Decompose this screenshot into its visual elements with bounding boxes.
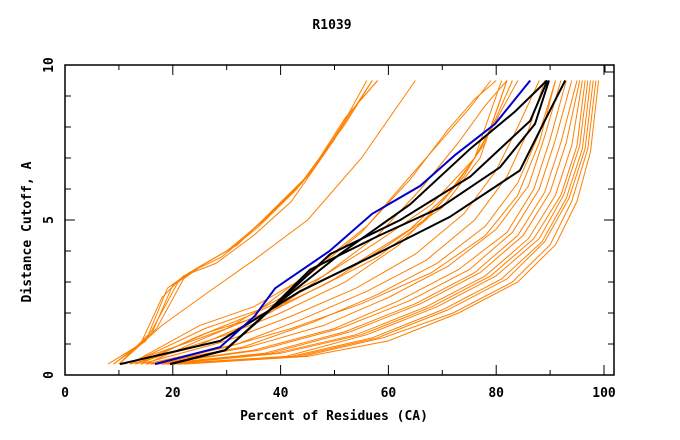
series-line-orange-22 bbox=[172, 80, 591, 365]
series-layer bbox=[107, 79, 600, 366]
y-tick-labels: 0 5 10 bbox=[42, 57, 57, 379]
series-line-orange-2 bbox=[113, 80, 373, 365]
series-line-orange-21 bbox=[167, 80, 589, 365]
series-line-orange-14 bbox=[151, 80, 562, 365]
x-tick-label: 40 bbox=[273, 386, 289, 401]
series-line-orange-5 bbox=[118, 80, 378, 365]
series-line-orange-11 bbox=[140, 80, 540, 365]
series-line-orange-12 bbox=[145, 80, 546, 365]
series-line-orange-16 bbox=[156, 80, 573, 365]
y-tick-label: 10 bbox=[42, 57, 57, 73]
series-line-orange-29 bbox=[129, 80, 508, 365]
corner-box bbox=[604, 64, 615, 73]
chart-title: R1039 bbox=[312, 18, 351, 33]
x-tick-label: 60 bbox=[381, 386, 397, 401]
series-line-orange-19 bbox=[161, 80, 583, 365]
series-line-orange-23 bbox=[172, 80, 594, 365]
series-line-orange-7 bbox=[129, 80, 492, 365]
y-tick-label: 5 bbox=[42, 216, 57, 224]
series-line-orange-20 bbox=[167, 80, 586, 365]
series-line-orange-13 bbox=[145, 80, 556, 365]
plot-frame bbox=[64, 64, 615, 376]
series-line-orange-26 bbox=[140, 80, 508, 365]
series-line-orange-30 bbox=[151, 80, 556, 365]
series-line-orange-18 bbox=[161, 80, 581, 365]
x-tick-label: 100 bbox=[592, 386, 616, 401]
series-line-orange-17 bbox=[156, 80, 578, 365]
series-line-orange-24 bbox=[178, 80, 597, 365]
series-line-orange-9 bbox=[134, 80, 508, 365]
series-line-black-model-4 bbox=[169, 79, 548, 366]
series-line-orange-15 bbox=[151, 80, 567, 365]
series-line-orange-1 bbox=[107, 80, 368, 365]
series-line-orange-6 bbox=[118, 80, 416, 365]
x-axis-label: Percent of Residues (CA) bbox=[240, 409, 428, 424]
x-tick-label: 20 bbox=[165, 386, 181, 401]
x-tick-label: 0 bbox=[61, 386, 69, 401]
series-line-orange-25 bbox=[183, 80, 600, 365]
y-axis-label: Distance Cutoff, A bbox=[20, 161, 35, 302]
x-tick-label: 80 bbox=[488, 386, 504, 401]
series-line-orange-8 bbox=[129, 80, 497, 365]
series-line-orange-28 bbox=[124, 80, 503, 365]
x-tick-labels: 0 20 40 60 80 100 bbox=[61, 386, 616, 401]
series-line-black-model-1 bbox=[119, 80, 567, 366]
series-line-blue-model bbox=[154, 79, 531, 366]
series-line-orange-10 bbox=[134, 80, 513, 365]
y-tick-label: 0 bbox=[42, 371, 57, 379]
